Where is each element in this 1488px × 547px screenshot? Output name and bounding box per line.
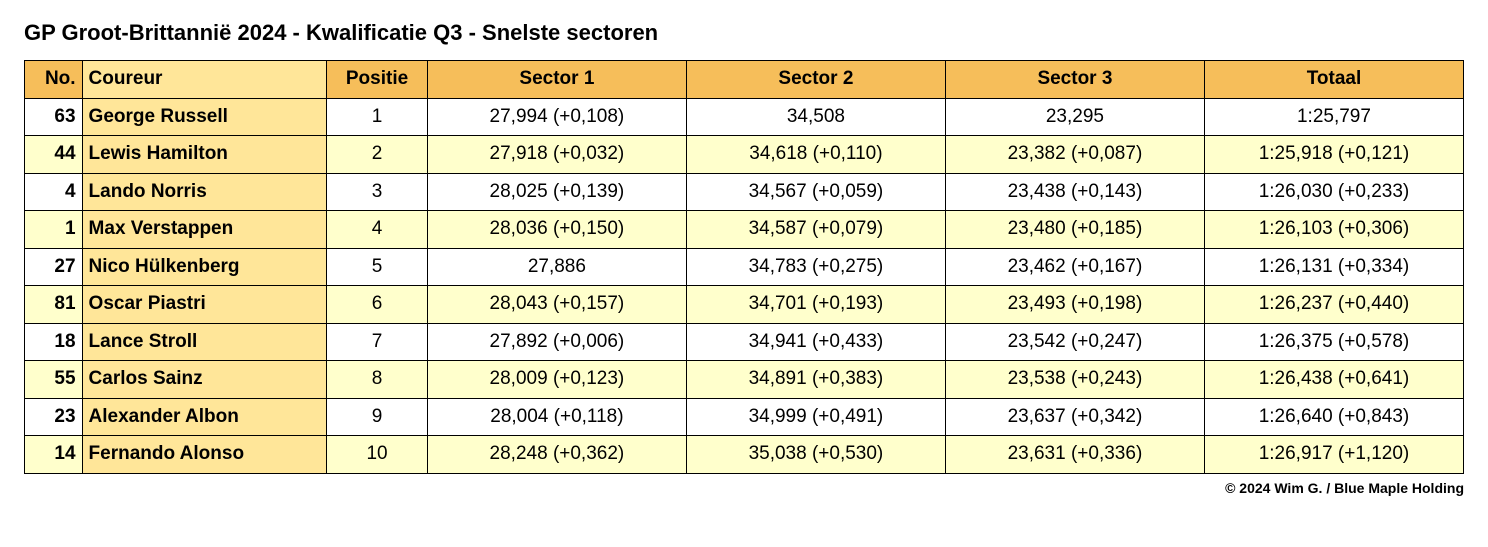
cell-no: 55 bbox=[25, 361, 83, 399]
table-body: 63George Russell127,994 (+0,108)34,50823… bbox=[25, 98, 1464, 473]
cell-s3: 23,480 (+0,185) bbox=[945, 211, 1204, 249]
cell-no: 4 bbox=[25, 173, 83, 211]
cell-s2: 35,038 (+0,530) bbox=[686, 436, 945, 474]
cell-pos: 6 bbox=[327, 286, 428, 324]
cell-driver: Lewis Hamilton bbox=[82, 136, 327, 174]
cell-s1: 28,248 (+0,362) bbox=[427, 436, 686, 474]
cell-pos: 9 bbox=[327, 398, 428, 436]
col-header-s3: Sector 3 bbox=[945, 61, 1204, 99]
cell-pos: 10 bbox=[327, 436, 428, 474]
cell-s1: 28,009 (+0,123) bbox=[427, 361, 686, 399]
table-row: 1Max Verstappen428,036 (+0,150)34,587 (+… bbox=[25, 211, 1464, 249]
cell-no: 81 bbox=[25, 286, 83, 324]
cell-s3: 23,438 (+0,143) bbox=[945, 173, 1204, 211]
col-header-total: Totaal bbox=[1204, 61, 1463, 99]
cell-total: 1:26,103 (+0,306) bbox=[1204, 211, 1463, 249]
cell-driver: Carlos Sainz bbox=[82, 361, 327, 399]
cell-total: 1:25,797 bbox=[1204, 98, 1463, 136]
cell-driver: Nico Hülkenberg bbox=[82, 248, 327, 286]
table-row: 81Oscar Piastri628,043 (+0,157)34,701 (+… bbox=[25, 286, 1464, 324]
cell-s2: 34,508 bbox=[686, 98, 945, 136]
table-row: 18Lance Stroll727,892 (+0,006)34,941 (+0… bbox=[25, 323, 1464, 361]
cell-driver: George Russell bbox=[82, 98, 327, 136]
cell-s2: 34,587 (+0,079) bbox=[686, 211, 945, 249]
cell-total: 1:26,640 (+0,843) bbox=[1204, 398, 1463, 436]
cell-no: 44 bbox=[25, 136, 83, 174]
col-header-s1: Sector 1 bbox=[427, 61, 686, 99]
cell-no: 27 bbox=[25, 248, 83, 286]
cell-s2: 34,941 (+0,433) bbox=[686, 323, 945, 361]
col-header-pos: Positie bbox=[327, 61, 428, 99]
cell-s3: 23,462 (+0,167) bbox=[945, 248, 1204, 286]
cell-no: 18 bbox=[25, 323, 83, 361]
cell-total: 1:26,237 (+0,440) bbox=[1204, 286, 1463, 324]
cell-s1: 27,994 (+0,108) bbox=[427, 98, 686, 136]
col-header-driver: Coureur bbox=[82, 61, 327, 99]
table-row: 63George Russell127,994 (+0,108)34,50823… bbox=[25, 98, 1464, 136]
cell-no: 23 bbox=[25, 398, 83, 436]
cell-s2: 34,999 (+0,491) bbox=[686, 398, 945, 436]
cell-driver: Oscar Piastri bbox=[82, 286, 327, 324]
cell-s2: 34,891 (+0,383) bbox=[686, 361, 945, 399]
col-header-no: No. bbox=[25, 61, 83, 99]
cell-s1: 28,036 (+0,150) bbox=[427, 211, 686, 249]
cell-s3: 23,493 (+0,198) bbox=[945, 286, 1204, 324]
cell-driver: Alexander Albon bbox=[82, 398, 327, 436]
table-row: 55Carlos Sainz828,009 (+0,123)34,891 (+0… bbox=[25, 361, 1464, 399]
cell-s2: 34,783 (+0,275) bbox=[686, 248, 945, 286]
cell-driver: Fernando Alonso bbox=[82, 436, 327, 474]
cell-s1: 27,918 (+0,032) bbox=[427, 136, 686, 174]
cell-s3: 23,542 (+0,247) bbox=[945, 323, 1204, 361]
cell-pos: 3 bbox=[327, 173, 428, 211]
cell-pos: 5 bbox=[327, 248, 428, 286]
cell-s3: 23,538 (+0,243) bbox=[945, 361, 1204, 399]
cell-no: 63 bbox=[25, 98, 83, 136]
cell-s1: 27,886 bbox=[427, 248, 686, 286]
cell-total: 1:26,375 (+0,578) bbox=[1204, 323, 1463, 361]
cell-no: 1 bbox=[25, 211, 83, 249]
cell-s1: 28,025 (+0,139) bbox=[427, 173, 686, 211]
copyright-footer: © 2024 Wim G. / Blue Maple Holding bbox=[24, 480, 1464, 496]
cell-s1: 28,043 (+0,157) bbox=[427, 286, 686, 324]
cell-s3: 23,637 (+0,342) bbox=[945, 398, 1204, 436]
cell-s1: 28,004 (+0,118) bbox=[427, 398, 686, 436]
cell-driver: Lance Stroll bbox=[82, 323, 327, 361]
table-row: 14Fernando Alonso1028,248 (+0,362)35,038… bbox=[25, 436, 1464, 474]
col-header-s2: Sector 2 bbox=[686, 61, 945, 99]
cell-total: 1:26,131 (+0,334) bbox=[1204, 248, 1463, 286]
cell-total: 1:26,030 (+0,233) bbox=[1204, 173, 1463, 211]
cell-pos: 2 bbox=[327, 136, 428, 174]
cell-total: 1:25,918 (+0,121) bbox=[1204, 136, 1463, 174]
cell-total: 1:26,438 (+0,641) bbox=[1204, 361, 1463, 399]
table-row: 23Alexander Albon928,004 (+0,118)34,999 … bbox=[25, 398, 1464, 436]
cell-pos: 8 bbox=[327, 361, 428, 399]
cell-total: 1:26,917 (+1,120) bbox=[1204, 436, 1463, 474]
table-row: 4Lando Norris328,025 (+0,139)34,567 (+0,… bbox=[25, 173, 1464, 211]
table-row: 44Lewis Hamilton227,918 (+0,032)34,618 (… bbox=[25, 136, 1464, 174]
table-row: 27Nico Hülkenberg527,88634,783 (+0,275)2… bbox=[25, 248, 1464, 286]
cell-s2: 34,701 (+0,193) bbox=[686, 286, 945, 324]
cell-pos: 1 bbox=[327, 98, 428, 136]
table-header-row: No. Coureur Positie Sector 1 Sector 2 Se… bbox=[25, 61, 1464, 99]
cell-s3: 23,382 (+0,087) bbox=[945, 136, 1204, 174]
cell-driver: Lando Norris bbox=[82, 173, 327, 211]
cell-driver: Max Verstappen bbox=[82, 211, 327, 249]
page-title: GP Groot-Brittannië 2024 - Kwalificatie … bbox=[24, 20, 1464, 46]
cell-pos: 7 bbox=[327, 323, 428, 361]
sector-table: No. Coureur Positie Sector 1 Sector 2 Se… bbox=[24, 60, 1464, 474]
cell-s2: 34,618 (+0,110) bbox=[686, 136, 945, 174]
cell-s2: 34,567 (+0,059) bbox=[686, 173, 945, 211]
cell-s3: 23,631 (+0,336) bbox=[945, 436, 1204, 474]
cell-s1: 27,892 (+0,006) bbox=[427, 323, 686, 361]
cell-no: 14 bbox=[25, 436, 83, 474]
cell-s3: 23,295 bbox=[945, 98, 1204, 136]
cell-pos: 4 bbox=[327, 211, 428, 249]
